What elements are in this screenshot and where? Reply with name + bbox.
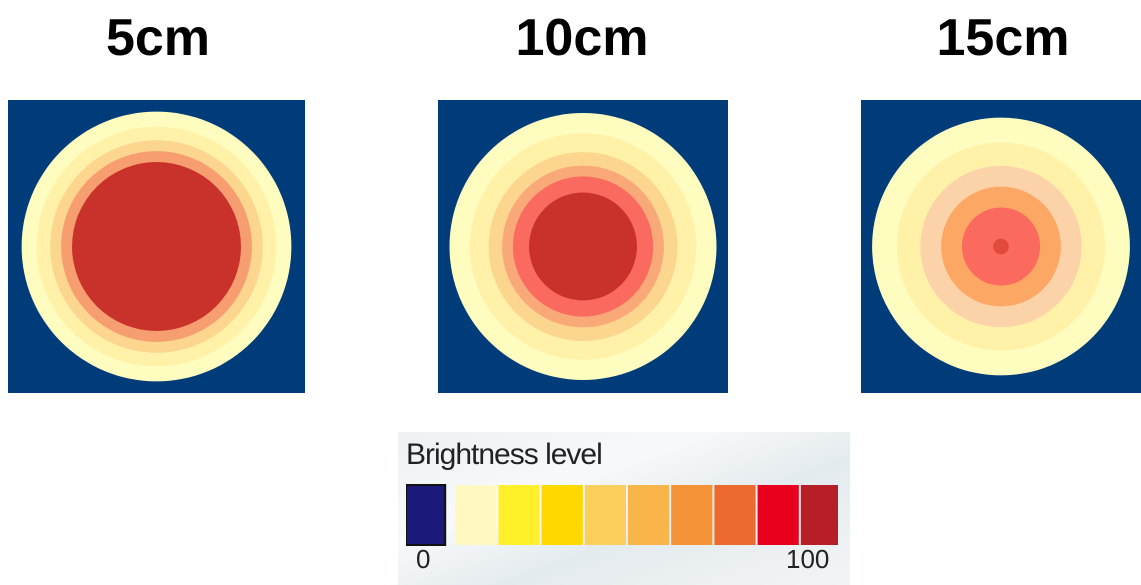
legend-swatch-7 bbox=[714, 485, 756, 545]
legend-swatch-2 bbox=[498, 485, 540, 545]
brightness-ring-4 bbox=[72, 162, 241, 331]
legend-swatch-3 bbox=[541, 485, 583, 545]
legend-max-label: 100 bbox=[786, 544, 830, 574]
legend-color-bar bbox=[406, 484, 838, 546]
brightness-map-15cm bbox=[861, 100, 1141, 393]
legend-title: Brightness level bbox=[406, 438, 603, 471]
brightness-ring-5 bbox=[993, 238, 1009, 255]
panel-title-15cm: 15cm bbox=[936, 9, 1070, 67]
legend-swatch-8 bbox=[757, 485, 799, 545]
legend-swatch-9 bbox=[800, 485, 838, 545]
legend-swatch-6 bbox=[671, 485, 713, 545]
panel-title-10cm: 10cm bbox=[515, 9, 649, 67]
legend-swatch-1 bbox=[455, 485, 497, 545]
brightness-map-10cm bbox=[438, 100, 728, 393]
legend-swatch-4 bbox=[584, 485, 626, 545]
legend-swatch-5 bbox=[628, 485, 670, 545]
panel-title-5cm: 5cm bbox=[105, 9, 211, 67]
brightness-ring-5 bbox=[529, 192, 637, 301]
brightness-legend: Brightness level 0 100 bbox=[398, 432, 850, 585]
legend-min-label: 0 bbox=[416, 544, 431, 574]
brightness-map-5cm bbox=[8, 100, 305, 393]
legend-swatch-0 bbox=[406, 484, 447, 546]
